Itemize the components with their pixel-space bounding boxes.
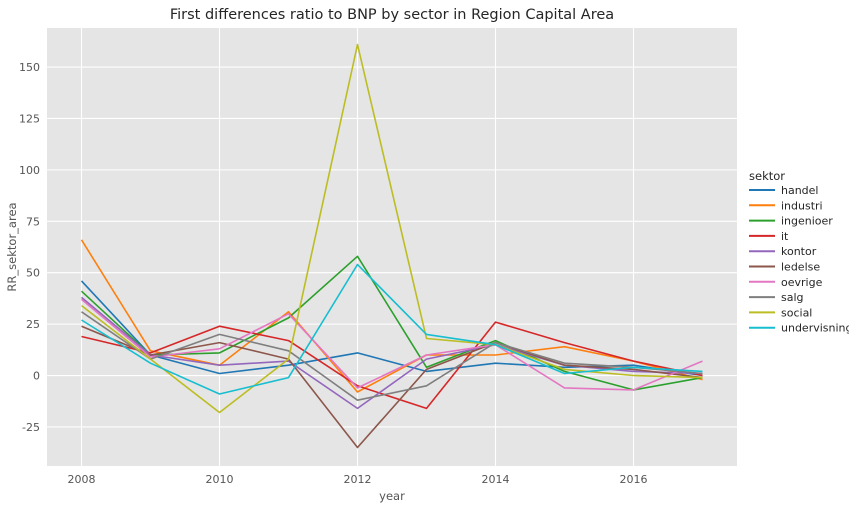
legend-label-industri: industri <box>781 199 823 212</box>
x-tick-label: 2008 <box>68 473 96 486</box>
legend: sektor handel industri ingenioer it kontor le… <box>749 169 849 335</box>
x-axis-label: year <box>379 489 405 503</box>
series-line-salg <box>81 311 703 402</box>
series-line-ledelse <box>81 325 703 449</box>
legend-label-ledelse: ledelse <box>781 261 820 274</box>
series-line-oevrige <box>80 298 703 391</box>
x-tick-label: 2012 <box>344 473 372 486</box>
legend-label-handel: handel <box>781 184 819 197</box>
y-tick-label: 150 <box>19 61 40 74</box>
y-tick-label: 75 <box>26 215 40 228</box>
legend-label-social: social <box>781 306 812 319</box>
legend-label-it: it <box>781 230 789 243</box>
y-tick-label: 50 <box>26 267 40 280</box>
series-line-undervisning <box>81 263 703 395</box>
series-line-ingenioer <box>80 255 703 391</box>
legend-label-salg: salg <box>781 291 804 304</box>
y-tick-label: 25 <box>26 318 40 331</box>
y-tick-label: -25 <box>22 421 40 434</box>
series-lines <box>80 43 703 449</box>
y-tick-label: 0 <box>33 370 40 383</box>
legend-label-kontor: kontor <box>781 245 817 258</box>
chart-title: First differences ratio to BNP by sector… <box>170 7 614 23</box>
x-tick-label: 2014 <box>482 473 510 486</box>
legend-title: sektor <box>749 169 785 183</box>
series-line-social <box>81 43 703 414</box>
legend-label-undervisning: undervisning <box>781 322 849 335</box>
series-line-industri <box>80 239 703 393</box>
x-tick-label: 2016 <box>620 473 648 486</box>
x-tick-labels: 2008 2010 2012 2014 2016 <box>68 473 648 486</box>
series-line-kontor <box>80 296 703 410</box>
grid-lines <box>47 28 737 466</box>
y-axis-label: RR_sektor_area <box>5 202 19 291</box>
y-tick-labels: -25 0 25 50 75 100 125 150 <box>19 61 40 434</box>
y-tick-label: 125 <box>19 112 40 125</box>
x-tick-label: 2010 <box>206 473 234 486</box>
legend-label-ingenioer: ingenioer <box>781 215 833 228</box>
y-tick-label: 100 <box>19 164 40 177</box>
series-line-it <box>81 321 703 410</box>
series-line-handel <box>80 280 703 377</box>
legend-label-oevrige: oevrige <box>781 276 823 289</box>
